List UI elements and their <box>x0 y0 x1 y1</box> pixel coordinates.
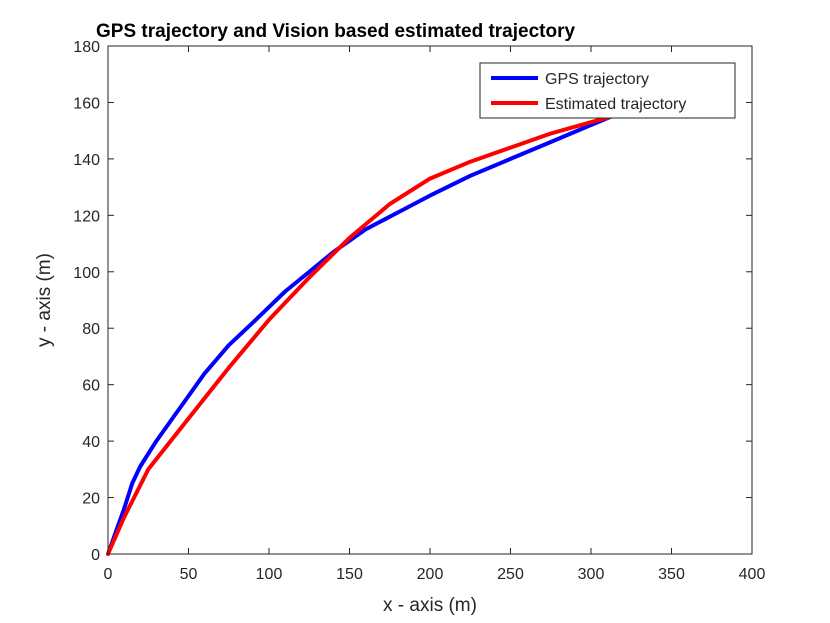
x-tick-label: 350 <box>658 566 685 583</box>
legend-label-gps-trajectory: GPS trajectory <box>545 71 649 88</box>
legend-label-estimated-trajectory: Estimated trajectory <box>545 96 686 113</box>
y-tick-label: 180 <box>73 39 100 56</box>
x-tick-label: 150 <box>336 566 363 583</box>
series-line-estimated-trajectory <box>106 86 735 556</box>
x-tick-label: 250 <box>497 566 524 583</box>
y-tick-label: 20 <box>82 491 100 508</box>
y-tick-label: 140 <box>73 152 100 169</box>
y-axis-label: y - axis (m) <box>34 253 55 347</box>
x-tick-label: 100 <box>256 566 283 583</box>
x-tick-label: 50 <box>180 566 198 583</box>
y-tick-label: 40 <box>82 434 100 451</box>
x-axis: 0 50 100 150 200 250 300 350 400 <box>104 46 766 583</box>
y-tick-label: 120 <box>73 208 100 225</box>
x-tick-label: 300 <box>578 566 605 583</box>
y-tick-label: 0 <box>91 547 100 564</box>
legend-box <box>479 62 736 119</box>
x-tick-label: 0 <box>104 566 113 583</box>
x-tick-label: 400 <box>739 566 766 583</box>
y-tick-label: 160 <box>73 95 100 112</box>
y-axis: 0 20 40 60 80 100 120 140 160 180 <box>73 39 752 564</box>
legend: GPS trajectory Estimated trajectory <box>479 62 736 119</box>
chart-title: GPS trajectory and Vision based estimate… <box>96 21 575 42</box>
y-tick-label: 60 <box>82 378 100 395</box>
series-line-gps-trajectory <box>106 94 650 556</box>
y-tick-label: 100 <box>73 265 100 282</box>
y-tick-label: 80 <box>82 321 100 338</box>
x-axis-label: x - axis (m) <box>383 595 477 616</box>
axes-box <box>107 45 753 555</box>
plot-lines <box>106 86 735 556</box>
x-tick-label: 200 <box>417 566 444 583</box>
